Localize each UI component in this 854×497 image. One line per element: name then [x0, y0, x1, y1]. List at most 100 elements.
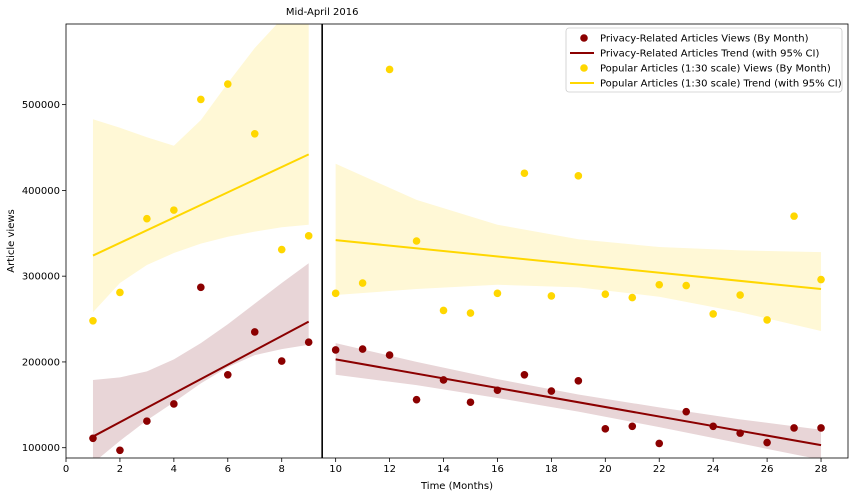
data-point-0-9	[331, 346, 340, 354]
trend-line-1-0	[92, 320, 310, 438]
legend-label-0: Privacy-Related Articles Views (By Month…	[600, 34, 809, 45]
x-tick-label-26: 26	[761, 464, 774, 475]
data-point-0-16	[520, 371, 529, 379]
legend-marker-2	[580, 64, 588, 72]
data-point-2-25	[763, 316, 771, 324]
data-point-0-27	[817, 424, 825, 432]
x-tick-label-2: 2	[117, 464, 123, 475]
data-point-0-26	[790, 424, 798, 432]
data-point-2-20	[628, 293, 637, 302]
data-point-0-3	[170, 400, 178, 408]
data-point-0-21	[655, 439, 664, 448]
x-tick-label-20: 20	[599, 464, 612, 475]
data-point-2-10	[358, 279, 367, 287]
data-points	[89, 65, 825, 455]
data-point-2-19	[601, 290, 610, 298]
legend-label-2: Popular Articles (1:30 scale) Views (By …	[600, 64, 831, 75]
data-point-0-1	[116, 446, 124, 455]
data-point-0-17	[547, 387, 556, 395]
x-axis-label: Time (Months)	[420, 481, 493, 492]
x-tick-label-14: 14	[437, 464, 450, 475]
data-point-0-14	[466, 398, 475, 407]
data-point-0-23	[709, 422, 717, 431]
x-tick-label-4: 4	[171, 464, 177, 475]
legend-box	[565, 27, 843, 93]
data-point-2-16	[520, 169, 529, 178]
data-point-0-20	[628, 422, 637, 431]
trend-line-3-0	[92, 153, 310, 257]
data-point-0-11	[385, 351, 394, 359]
legend-label-3: Popular Articles (1:30 scale) Trend (wit…	[600, 79, 842, 90]
x-tick-label-22: 22	[653, 464, 666, 475]
legend-marker-0	[580, 34, 588, 42]
data-point-2-22	[682, 281, 691, 290]
data-point-2-11	[385, 65, 394, 74]
data-point-2-14	[466, 309, 475, 317]
data-point-2-18	[574, 172, 583, 180]
ci-band-1-1	[335, 343, 822, 458]
legend-label-1: Privacy-Related Articles Trend (with 95%…	[600, 49, 819, 60]
data-point-0-10	[358, 345, 367, 353]
y-axis: 100000 200000 300000 400000 500000	[22, 100, 66, 454]
data-point-0-22	[682, 407, 691, 416]
data-point-2-8	[304, 232, 313, 240]
data-point-2-23	[709, 310, 717, 318]
x-tick-label-10: 10	[329, 464, 342, 475]
y-tick-label-400000: 400000	[22, 186, 60, 197]
x-tick-label-8: 8	[279, 464, 285, 475]
data-point-2-0	[89, 316, 97, 325]
x-axis: 0 2 4 6 8 10 12 14 16 18 20 22 24 26 28	[63, 458, 828, 475]
y-tick-label-300000: 300000	[22, 272, 60, 283]
data-point-2-13	[439, 306, 448, 315]
y-tick-label-500000: 500000	[22, 100, 60, 111]
data-point-0-25	[763, 438, 771, 447]
data-point-2-6	[250, 129, 259, 138]
data-point-2-7	[277, 245, 286, 254]
y-tick-label-100000: 100000	[22, 443, 60, 454]
data-point-0-0	[89, 434, 97, 443]
data-point-0-2	[143, 417, 151, 425]
data-point-2-9	[331, 289, 340, 298]
annotation-label: Mid-April 2016	[286, 7, 359, 18]
data-point-2-27	[817, 275, 825, 284]
trend-line-3-1	[335, 239, 822, 291]
data-point-2-24	[736, 291, 744, 299]
x-tick-label-24: 24	[707, 464, 720, 475]
data-point-0-13	[439, 376, 448, 384]
legend: Privacy-Related Articles Views (By Month…	[565, 27, 843, 93]
data-point-0-6	[250, 328, 259, 336]
data-point-2-21	[655, 280, 664, 289]
data-point-2-4	[197, 95, 205, 104]
data-point-0-18	[574, 377, 583, 385]
data-point-0-4	[197, 283, 205, 292]
data-point-0-8	[304, 338, 313, 347]
ci-band-1-0	[92, 263, 309, 458]
data-point-0-24	[736, 429, 744, 437]
data-point-2-3	[170, 206, 178, 214]
data-point-2-15	[493, 289, 502, 298]
data-point-2-26	[790, 212, 798, 220]
x-tick-label-12: 12	[383, 464, 396, 475]
data-point-0-7	[277, 357, 286, 365]
y-axis-label: Article views	[6, 209, 17, 273]
trend-line-1-1	[335, 358, 822, 447]
data-point-2-17	[547, 292, 556, 300]
data-point-2-12	[412, 237, 421, 245]
data-point-2-1	[116, 288, 124, 297]
ci-band-3-0	[92, 24, 309, 313]
x-tick-label-16: 16	[491, 464, 504, 475]
ci-band-3-1	[335, 163, 822, 332]
confidence-intervals	[92, 24, 822, 458]
x-tick-label-0: 0	[63, 464, 69, 475]
data-point-0-5	[223, 371, 232, 379]
data-point-0-19	[601, 425, 610, 433]
data-point-0-15	[493, 386, 502, 395]
y-tick-label-200000: 200000	[22, 357, 60, 368]
data-point-2-5	[223, 80, 232, 88]
x-tick-label-28: 28	[815, 464, 828, 475]
x-tick-label-6: 6	[225, 464, 231, 475]
x-tick-label-18: 18	[545, 464, 558, 475]
data-point-0-12	[412, 395, 421, 404]
plot-frame	[65, 23, 849, 459]
